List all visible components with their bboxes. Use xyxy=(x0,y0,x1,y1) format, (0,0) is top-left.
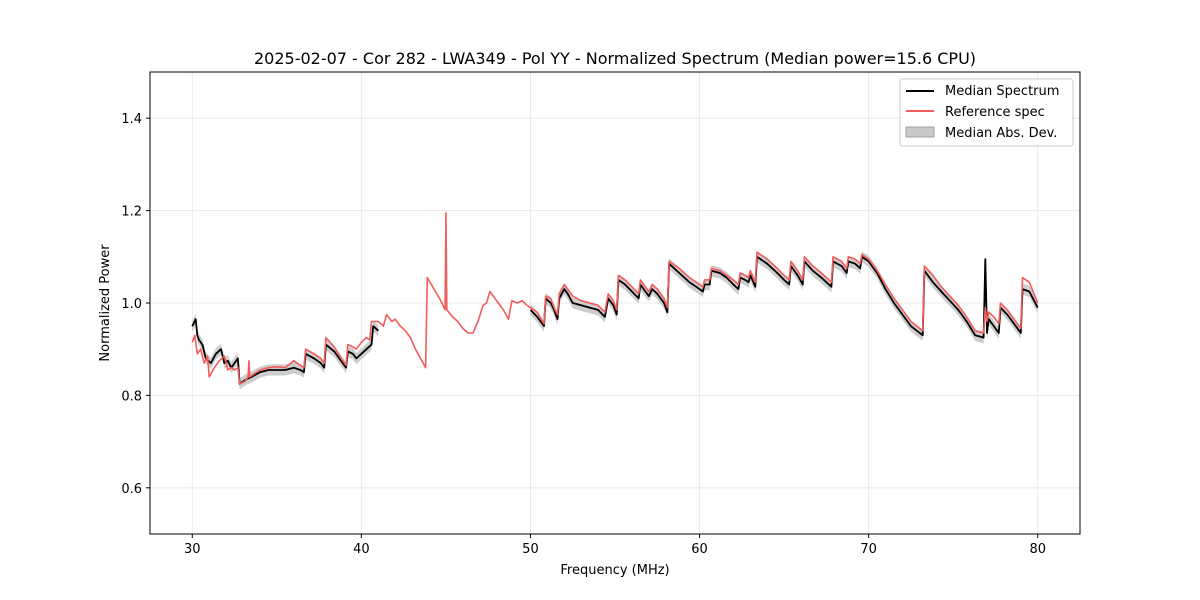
x-axis-label: Frequency (MHz) xyxy=(560,563,669,578)
x-tick-label: 30 xyxy=(184,542,201,557)
legend-mad-label: Median Abs. Dev. xyxy=(945,126,1057,141)
y-tick-label: 1.4 xyxy=(121,112,142,127)
chart-title: 2025-02-07 - Cor 282 - LWA349 - Pol YY -… xyxy=(254,49,976,68)
ticks-layer: 30 40 50 60 70 80 0.6 0.8 1.0 1.2 1.4 xyxy=(121,112,1046,557)
legend-reference-label: Reference spec xyxy=(945,105,1045,120)
x-tick-label: 50 xyxy=(522,542,539,557)
plot-area xyxy=(191,212,1039,390)
y-axis-label: Normalized Power xyxy=(98,244,113,362)
x-tick-label: 60 xyxy=(691,542,708,557)
x-tick-label: 80 xyxy=(1029,542,1046,557)
legend-median-label: Median Spectrum xyxy=(945,84,1059,99)
reference-spectrum-line xyxy=(191,212,1039,385)
legend: Median Spectrum Reference spec Median Ab… xyxy=(899,78,1074,147)
legend-mad-swatch xyxy=(905,126,935,138)
x-tick-label: 40 xyxy=(353,542,370,557)
y-tick-label: 0.8 xyxy=(121,389,142,404)
y-tick-label: 1.2 xyxy=(121,205,142,220)
y-tick-label: 0.6 xyxy=(121,482,142,497)
median-spectrum-line xyxy=(191,318,379,385)
legend-box xyxy=(899,78,1074,147)
y-tick-label: 1.0 xyxy=(121,297,142,312)
mad-band xyxy=(530,251,1038,344)
x-tick-label: 70 xyxy=(860,542,877,557)
